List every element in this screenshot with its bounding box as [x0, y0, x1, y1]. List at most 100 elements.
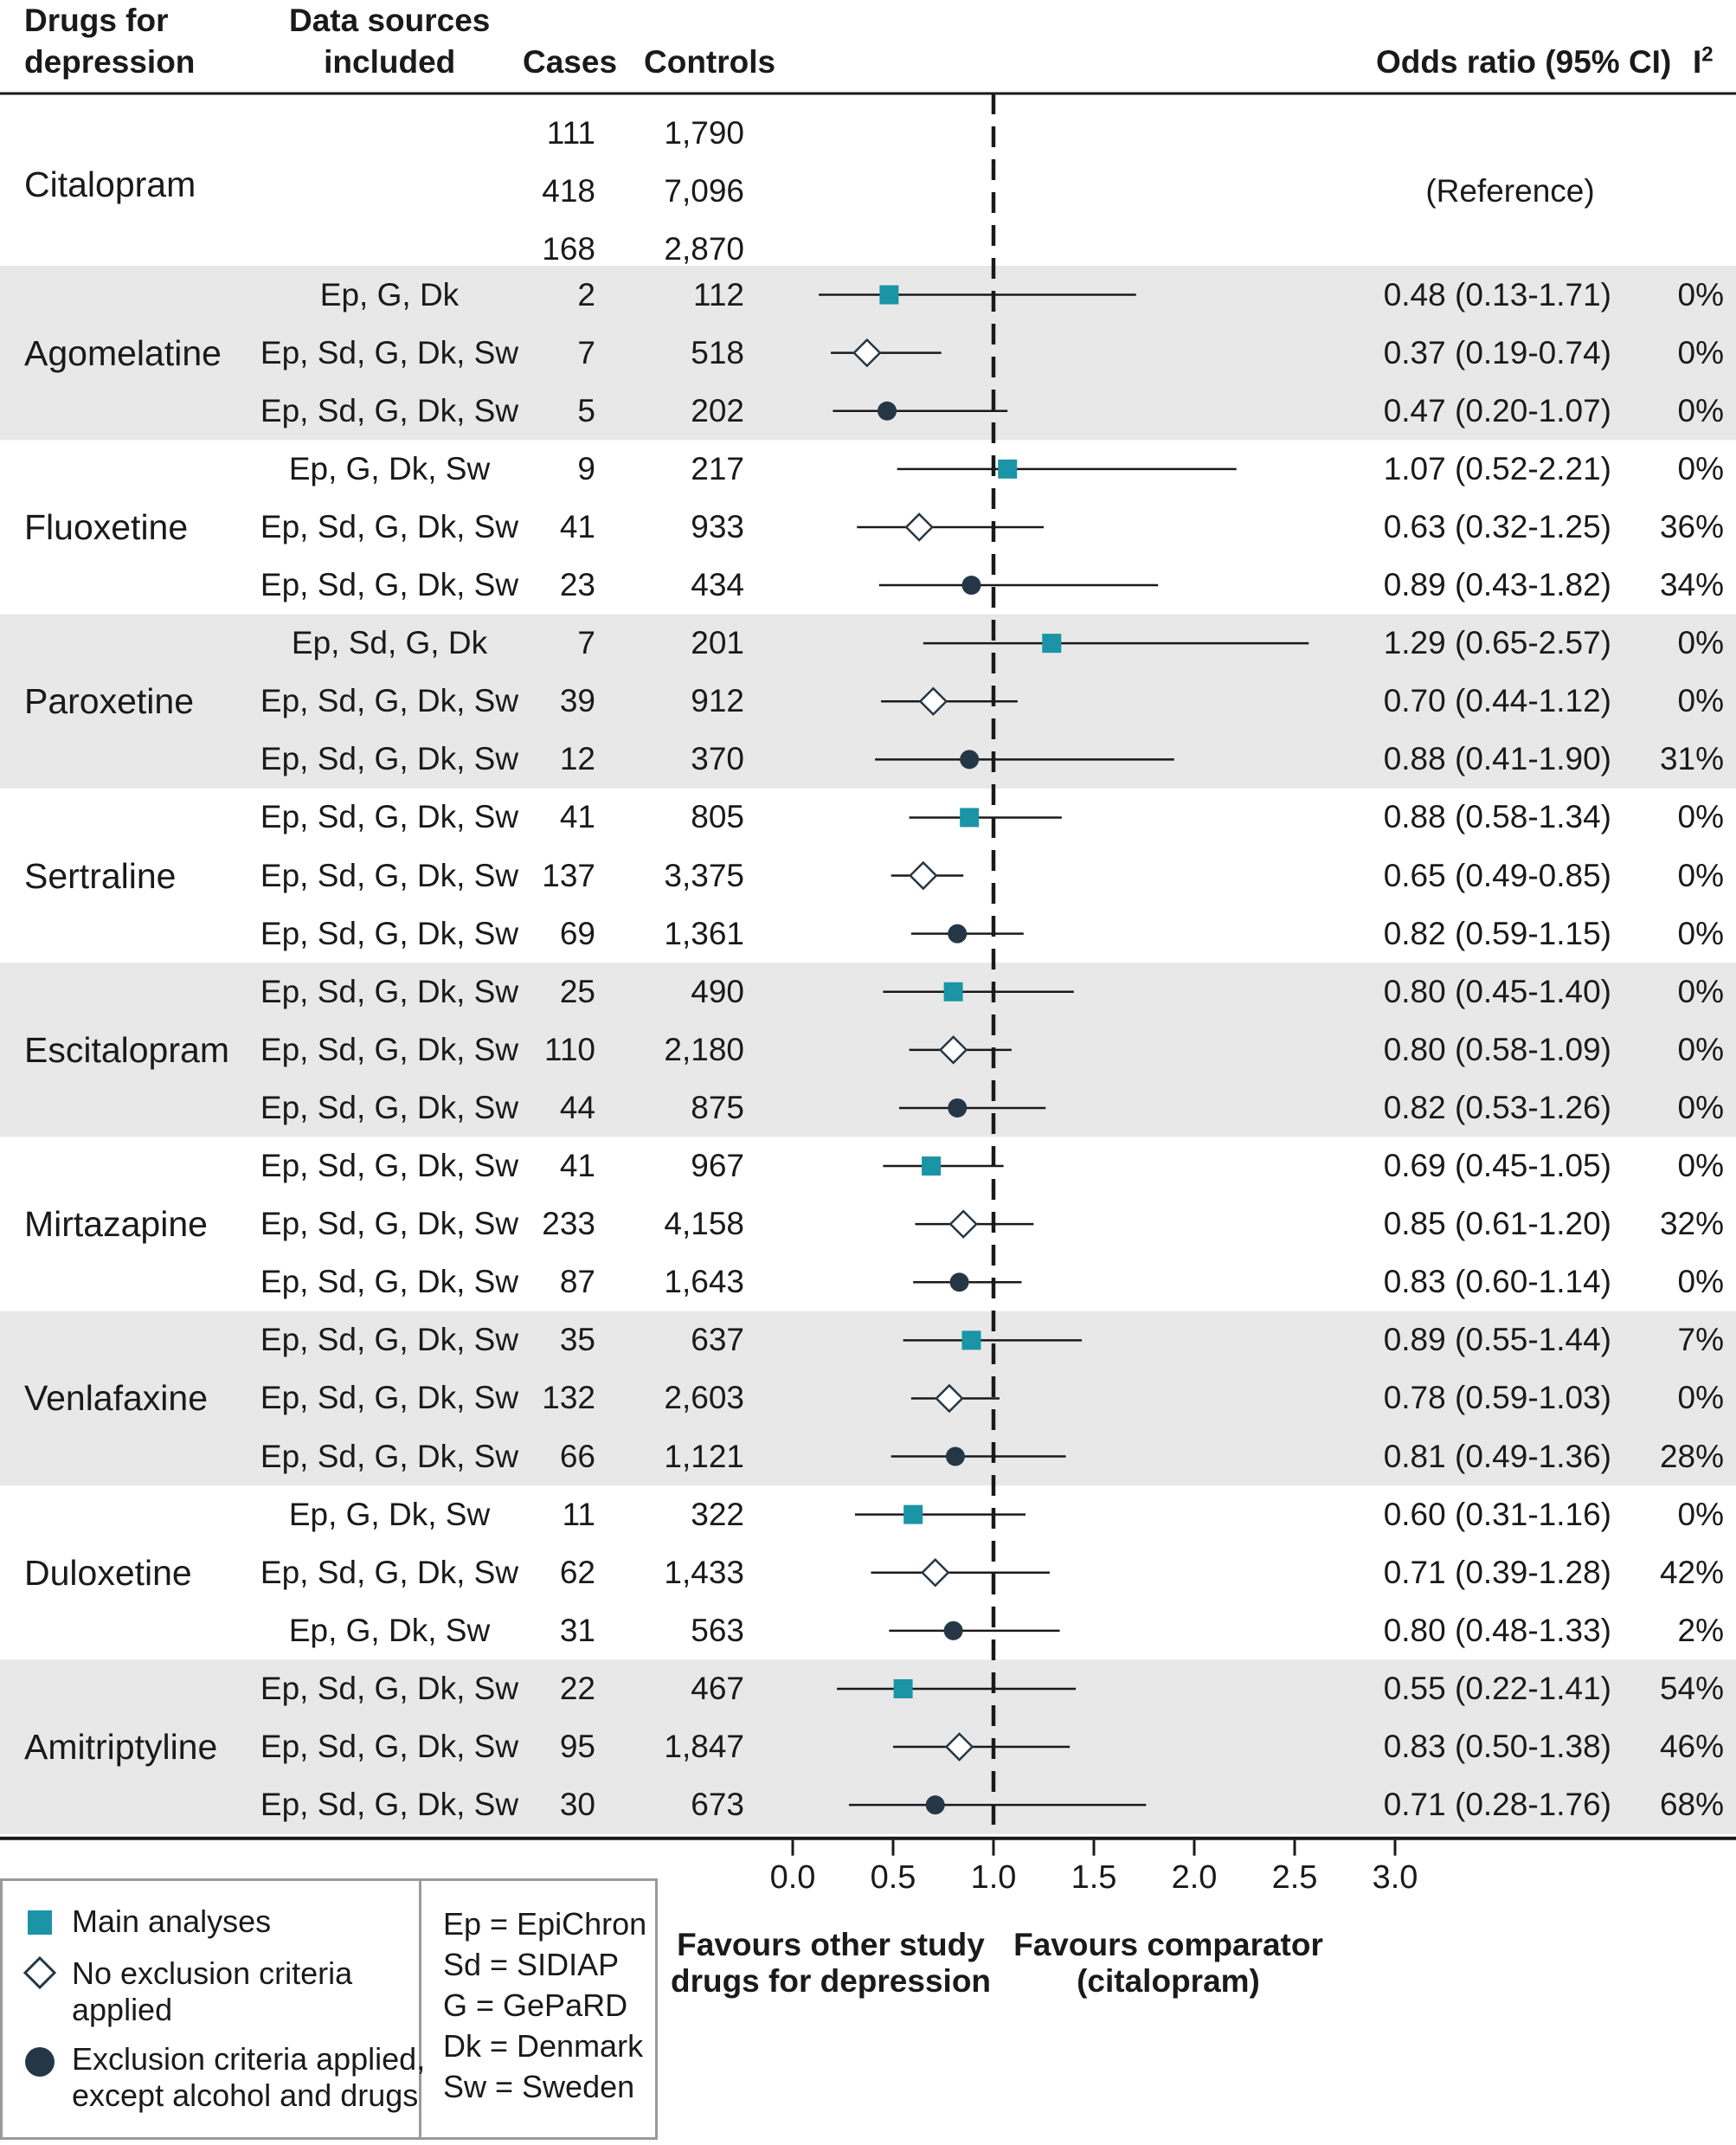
cases-value: 23: [559, 567, 595, 603]
reference-controls: 7,096: [664, 172, 744, 209]
reference-cases: 168: [542, 230, 595, 267]
legend-noexcl-diamond: [23, 1955, 57, 1990]
header-odds-ratio: Odds ratio (95% CI): [1376, 44, 1672, 80]
header-i2-sup: 2: [1701, 42, 1713, 67]
group-shade: [0, 1311, 1736, 1486]
controls-value: 1,121: [664, 1438, 744, 1474]
point-exclusion: [948, 1098, 968, 1118]
cases-value: 41: [559, 508, 595, 544]
legend-excl-label: Exclusion criteria applied, except alcoh…: [72, 2041, 426, 2113]
data-sources: Ep, Sd, G, Dk, Sw: [260, 567, 519, 603]
controls-value: 4,158: [664, 1206, 744, 1242]
cases-value: 87: [559, 1264, 595, 1300]
i2-value: 0%: [1677, 1264, 1724, 1300]
header-i2-label: I: [1693, 44, 1702, 80]
data-sources: Ep, Sd, G, Dk, Sw: [260, 334, 519, 370]
drug-name: Venlafaxine: [24, 1378, 209, 1419]
odds-ratio-ci: 0.83 (0.60-1.14): [1383, 1264, 1611, 1300]
controls-value: 112: [693, 276, 744, 312]
odds-ratio-ci: 0.80 (0.45-1.40): [1383, 973, 1611, 1009]
data-sources: Ep, G, Dk, Sw: [288, 1496, 491, 1532]
point-main: [922, 1156, 942, 1176]
header-i2: I2: [1693, 42, 1713, 83]
cases-value: 39: [559, 683, 595, 719]
drug-name: Paroxetine: [24, 681, 195, 722]
drug-name: Duloxetine: [24, 1552, 192, 1593]
controls-value: 434: [691, 567, 744, 603]
odds-ratio-ci: 0.82 (0.53-1.26): [1383, 1089, 1611, 1125]
i2-value: 0%: [1677, 1496, 1724, 1532]
controls-value: 2,180: [664, 1031, 744, 1067]
i2-value: 36%: [1659, 508, 1724, 544]
i2-value: 0%: [1677, 857, 1724, 893]
odds-ratio-ci: 0.65 (0.49-0.85): [1383, 857, 1611, 893]
data-sources: Ep, Sd, G, Dk, Sw: [260, 1380, 519, 1416]
abbr-ep: Ep = EpiChron: [443, 1906, 647, 1942]
odds-ratio-ci: 0.80 (0.58-1.09): [1383, 1031, 1611, 1067]
point-no-exclusion: [904, 512, 934, 542]
cases-value: 41: [559, 1148, 595, 1184]
odds-ratio-ci: 0.80 (0.48-1.33): [1383, 1612, 1611, 1648]
legend-noexcl-label: No exclusion criteria applied: [72, 1955, 353, 2027]
data-sources: Ep, Sd, G, Dk, Sw: [260, 915, 519, 951]
odds-ratio-ci: 0.47 (0.20-1.07): [1383, 392, 1611, 428]
i2-value: 0%: [1677, 276, 1724, 312]
cases-value: 62: [559, 1554, 595, 1590]
drug-name: Escitalopram: [24, 1029, 229, 1070]
i2-value: 0%: [1677, 334, 1724, 370]
abbr-sw: Sw = Sweden: [443, 2069, 635, 2104]
controls-value: 370: [691, 741, 744, 777]
controls-value: 875: [691, 1089, 744, 1125]
cases-value: 35: [559, 1322, 595, 1358]
reference-controls: 2,870: [664, 230, 744, 267]
data-sources: Ep, Sd, G, Dk, Sw: [260, 1148, 519, 1184]
data-sources: Ep, G, Dk: [319, 276, 460, 312]
data-sources: Ep, Sd, G, Dk, Sw: [260, 973, 519, 1009]
reference-controls: 1,790: [664, 114, 744, 151]
point-no-exclusion: [935, 1383, 964, 1414]
cases-value: 11: [562, 1496, 595, 1532]
odds-ratio-ci: 0.70 (0.44-1.12): [1383, 683, 1611, 719]
cases-value: 110: [544, 1031, 595, 1067]
odds-ratio-ci: 0.81 (0.49-1.36): [1383, 1438, 1611, 1474]
data-sources: Ep, Sd, G, Dk, Sw: [260, 1206, 519, 1242]
cases-value: 22: [559, 1670, 595, 1706]
group-shade: [0, 963, 1736, 1137]
odds-ratio-ci: 0.60 (0.31-1.16): [1383, 1496, 1611, 1532]
controls-value: 3,375: [664, 857, 744, 893]
point-exclusion: [961, 576, 981, 596]
data-sources: Ep, Sd, G, Dk, Sw: [260, 857, 519, 893]
i2-value: 0%: [1677, 450, 1724, 486]
cases-value: 66: [559, 1438, 595, 1474]
i2-value: 46%: [1659, 1729, 1724, 1765]
data-sources: Ep, G, Dk, Sw: [288, 450, 491, 486]
cases-value: 12: [559, 741, 595, 777]
i2-value: 7%: [1677, 1322, 1724, 1358]
point-exclusion: [960, 750, 980, 770]
favours-left-label: Favours other study drugs for depression: [670, 1927, 992, 1999]
i2-value: 0%: [1677, 625, 1724, 661]
cases-value: 2: [577, 276, 595, 312]
x-tick-label: 3.0: [1372, 1858, 1418, 1896]
cases-value: 95: [559, 1729, 595, 1765]
controls-value: 217: [691, 450, 744, 486]
odds-ratio-ci: 0.48 (0.13-1.71): [1383, 276, 1611, 312]
cases-value: 30: [559, 1787, 595, 1823]
reference-cases: 418: [542, 172, 595, 209]
controls-value: 563: [691, 1612, 744, 1648]
x-tick-label: 1.5: [1071, 1858, 1117, 1896]
controls-value: 673: [691, 1787, 744, 1823]
header-drugs: Drugs for depression: [24, 3, 196, 80]
legend-main-square: [28, 1910, 52, 1935]
i2-value: 28%: [1659, 1438, 1724, 1474]
cases-value: 7: [577, 334, 595, 370]
data-sources: Ep, Sd, G, Dk, Sw: [260, 1089, 519, 1125]
point-main: [943, 982, 963, 1002]
data-sources: Ep, G, Dk, Sw: [288, 1612, 491, 1648]
cases-value: 69: [559, 915, 595, 951]
point-no-exclusion: [944, 1732, 974, 1762]
odds-ratio-ci: 0.55 (0.22-1.41): [1383, 1670, 1611, 1706]
group-shade: [0, 614, 1736, 789]
cases-value: 44: [559, 1089, 595, 1125]
x-tick-label: 2.0: [1171, 1858, 1218, 1896]
